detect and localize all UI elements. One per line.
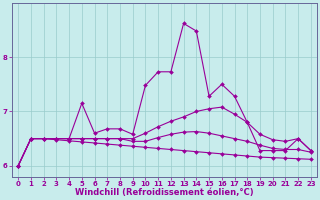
X-axis label: Windchill (Refroidissement éolien,°C): Windchill (Refroidissement éolien,°C) — [75, 188, 254, 197]
